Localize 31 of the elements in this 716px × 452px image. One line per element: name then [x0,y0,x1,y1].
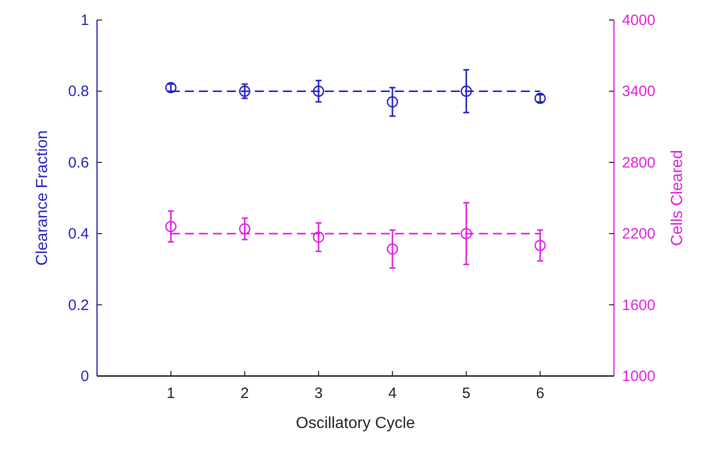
x-tick-label: 3 [314,385,323,402]
y-tick-label: 0.6 [68,154,89,172]
point [460,86,472,97]
y-tick-label: 0.8 [68,83,89,100]
y-axis-title: Clearance Fraction [34,130,51,266]
point [312,232,324,243]
point [386,243,398,255]
y2-tick-label: 3400 [622,83,656,100]
y-tick-label: 0 [80,368,89,385]
x-axis-title: Oscillatory Cycle [296,415,416,432]
point [165,220,177,232]
point [312,86,324,97]
y-tick-label: 0.4 [68,226,89,243]
y2-tick-label: 4000 [622,12,656,29]
point [534,240,546,252]
y-tick-label: 1 [80,12,89,29]
point [460,228,472,240]
y-tick-label: 0.2 [68,296,89,314]
y2-tick-label: 2800 [622,154,656,172]
point [239,86,250,97]
y2-tick-label: 1000 [622,368,656,385]
x-tick-label: 5 [462,385,470,402]
x-tick-label: 2 [240,385,249,402]
x-tick-label: 1 [166,385,176,402]
point [386,96,398,108]
y2-axis-title: Cells Cleared [669,150,686,246]
y2-tick-label: 2200 [622,226,656,243]
y2-tick-label: 1600 [622,296,656,314]
point [239,223,250,235]
x-tick-label: 4 [388,385,397,402]
x-tick-label: 6 [536,385,544,402]
